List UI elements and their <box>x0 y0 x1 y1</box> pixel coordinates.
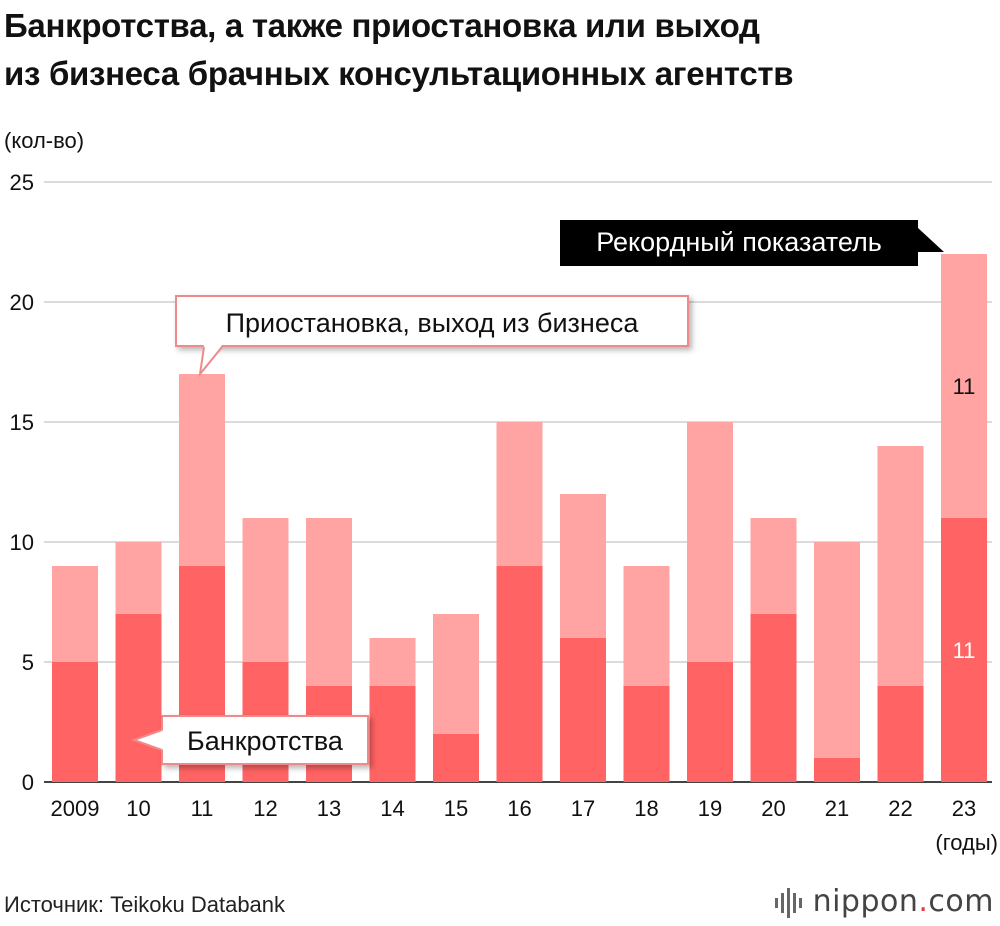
y-tick-label: 10 <box>10 530 34 555</box>
bar-10-series-0 <box>115 614 162 782</box>
bar-11-series-1 <box>179 374 225 566</box>
title-line-1: Банкротства, а также приостановка или вы… <box>4 7 760 44</box>
bar-10-series-1 <box>115 542 162 614</box>
data-label: 11 <box>953 374 976 399</box>
bar-2009-series-1 <box>52 566 98 662</box>
x-tick-label: 23 <box>952 796 976 821</box>
x-axis-label: (годы) <box>935 830 998 855</box>
bar-13-series-1 <box>306 518 352 686</box>
brand-dot: . <box>918 884 929 919</box>
callout-record-text: Рекордный показатель <box>596 227 882 257</box>
bar-17-series-1 <box>560 494 606 638</box>
nippon-logo-icon <box>774 887 802 918</box>
bar-16-series-1 <box>496 422 543 566</box>
bar-15-series-1 <box>433 614 479 734</box>
x-tick-label: 20 <box>761 796 785 821</box>
data-labels: 11 11 <box>953 374 976 663</box>
x-tick-label: 21 <box>825 796 849 821</box>
bar-22-series-1 <box>877 446 924 686</box>
bar-21-series-1 <box>814 542 860 758</box>
bar-15-series-0 <box>433 734 479 782</box>
x-tick-label: 22 <box>888 796 912 821</box>
brand-name: nippon <box>812 884 919 919</box>
callout-suspension: Приостановка, выход из бизнеса <box>175 295 689 378</box>
bar-22-series-0 <box>877 686 924 782</box>
x-tick-label: 17 <box>571 796 595 821</box>
y-tick-label: 0 <box>22 770 34 795</box>
x-tick-label: 12 <box>253 796 277 821</box>
callout-bankruptcy-text: Банкротства <box>187 726 344 756</box>
bar-18-series-0 <box>623 686 670 782</box>
x-axis-ticks: 2009 10 11 12 13 14 15 16 17 18 19 20 21 22 23 <box>51 796 977 821</box>
x-tick-label: 18 <box>634 796 658 821</box>
bar-16-series-0 <box>496 566 543 782</box>
x-tick-label: 10 <box>126 796 150 821</box>
bar-2009-series-0 <box>52 662 98 782</box>
title-line-2: из бизнеса брачных консультационных аген… <box>4 55 794 92</box>
x-tick-label: 13 <box>317 796 341 821</box>
x-tick-label: 14 <box>380 796 404 821</box>
bar-21-series-0 <box>814 758 860 782</box>
chart-title: Банкротства, а также приостановка или вы… <box>4 2 1000 98</box>
x-tick-label: 16 <box>507 796 531 821</box>
callout-bankruptcy: Банкротства <box>131 715 369 765</box>
bar-17-series-0 <box>560 638 606 782</box>
y-axis-label: (кол-во) <box>4 128 84 153</box>
bar-20-series-0 <box>750 614 797 782</box>
brand-logo: nippon.com <box>773 884 994 919</box>
y-tick-label: 5 <box>22 650 34 675</box>
y-tick-label: 15 <box>10 410 34 435</box>
bar-20-series-1 <box>750 518 797 614</box>
bar-23-series-1 <box>941 254 987 518</box>
callout-suspension-text: Приостановка, выход из бизнеса <box>226 308 640 338</box>
bar-18-series-1 <box>623 566 670 686</box>
y-tick-label: 20 <box>10 290 34 315</box>
y-axis-ticks: 0 5 10 15 20 25 <box>10 170 34 795</box>
bar-23-series-0 <box>941 518 987 782</box>
source-note: Источник: Teikoku Databank <box>4 892 286 917</box>
bar-14-series-0 <box>369 686 416 782</box>
bar-12-series-1 <box>242 518 289 662</box>
x-tick-label: 19 <box>698 796 722 821</box>
bar-14-series-1 <box>369 638 416 686</box>
bar-19-series-1 <box>687 422 733 662</box>
x-tick-label: 11 <box>191 796 214 821</box>
bar-19-series-0 <box>687 662 733 782</box>
y-tick-label: 25 <box>10 170 34 195</box>
x-tick-label: 15 <box>444 796 468 821</box>
data-label: 11 <box>953 638 976 663</box>
x-tick-label: 2009 <box>51 796 100 821</box>
brand-tld: com <box>928 884 994 919</box>
callout-record: Рекордный показатель <box>560 220 944 266</box>
